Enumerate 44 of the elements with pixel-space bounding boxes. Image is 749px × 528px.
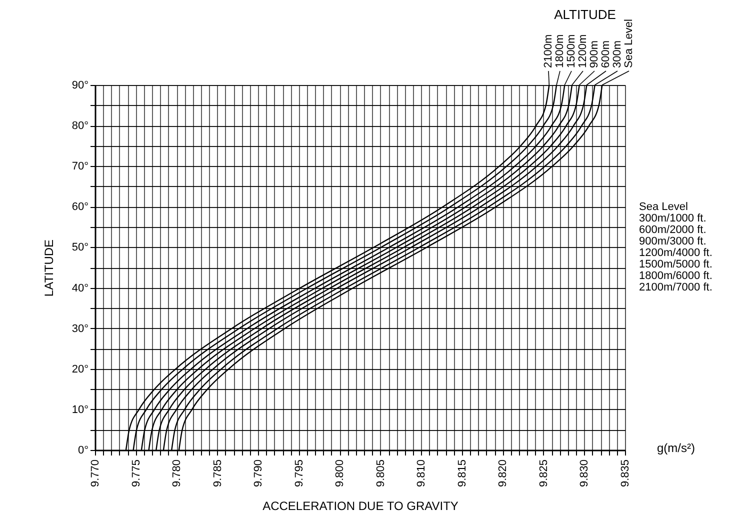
text: 900m/3000 ft. [639,236,706,248]
y-axis-title: LATITUDE [42,239,56,297]
y-tick-label: 60° [72,201,88,214]
y-tick-label: 10° [72,404,88,416]
text: 300m [612,40,624,68]
x-tick-label: 9.770 [90,460,102,488]
x-tick-label: 9.785 [212,460,224,488]
text: Sea Level [623,19,635,68]
y-tick-label: 0° [78,444,88,456]
text: ALTITUDE [554,7,616,22]
text: Sea Level [639,201,688,213]
x-tick-label: 9.820 [497,460,510,488]
x-axis-title: ACCELERATION DUE TO GRAVITY [262,499,458,514]
text: 1200m [577,34,589,68]
y-tick-label: 20° [72,363,88,376]
y-tick-label: 50° [72,242,88,254]
x-tick-label: 9.800 [334,460,346,488]
text: 2100m [542,34,554,68]
text: 300m/1000 ft. [639,212,706,224]
x-tick-label: 9.830 [578,460,591,488]
text: 1800m [554,34,566,68]
text: 600m/2000 ft. [639,224,706,236]
text: 1200m/4000 ft. [639,247,712,259]
x-tick-label: 9.775 [130,460,142,488]
x-tick-label: 9.810 [416,460,428,488]
x-tick-label: 9.795 [293,460,306,488]
text: 1800m/6000 ft. [639,270,712,282]
x-tick-label: 9.790 [252,460,265,488]
x-tick-label: 9.815 [456,460,468,488]
y-tick-label: 30° [72,322,88,335]
text: 2100m/7000 ft. [639,282,712,294]
x-tick-label: 9.780 [171,460,184,488]
y-tick-label: 80° [72,120,88,132]
text: g(m/s²) [657,441,695,455]
x-tick-label: 9.835 [620,460,632,488]
text: 600m [600,40,612,68]
y-tick-label: 70° [72,160,88,173]
text: 1500m/5000 ft. [639,258,712,270]
y-tick-label: 90° [72,80,88,92]
x-tick-label: 9.805 [374,460,387,488]
x-tick-label: 9.825 [538,460,550,488]
y-tick-label: 40° [72,282,88,294]
text: 900m [588,40,600,68]
text: 1500m [566,34,578,68]
